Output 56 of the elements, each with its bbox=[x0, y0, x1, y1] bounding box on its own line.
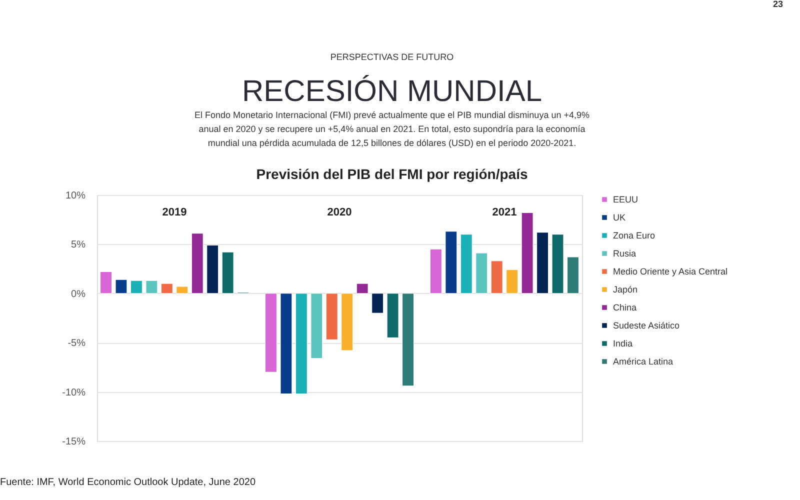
y-tick-label: 10% bbox=[65, 190, 86, 202]
bar bbox=[521, 212, 534, 294]
bar bbox=[130, 280, 142, 294]
legend-label: EEUU bbox=[613, 194, 638, 204]
legend-label: India bbox=[613, 338, 633, 348]
bar bbox=[430, 248, 442, 294]
text: mundial una pérdida acumulada de 12,5 billones de dólares (USD) en el periodo 2020-2021. bbox=[208, 138, 576, 148]
bar bbox=[310, 293, 323, 359]
y-tick-label: 0% bbox=[71, 288, 86, 300]
bar bbox=[506, 270, 518, 294]
bar bbox=[402, 293, 414, 386]
y-tick-label: -15% bbox=[62, 436, 86, 448]
bar bbox=[386, 293, 399, 338]
y-tick-label: -5% bbox=[68, 338, 86, 350]
bar bbox=[176, 286, 188, 294]
legend-label: Rusia bbox=[613, 248, 636, 258]
bar bbox=[222, 252, 234, 294]
text: RECESIÓN MUNDIAL bbox=[242, 74, 542, 108]
bar bbox=[341, 293, 354, 351]
bar bbox=[115, 279, 128, 294]
legend-label: Zona Euro bbox=[613, 230, 656, 240]
bar bbox=[490, 260, 503, 294]
bar bbox=[265, 293, 277, 372]
y-tick-label: -10% bbox=[62, 387, 86, 398]
bar bbox=[552, 234, 564, 294]
bar bbox=[536, 232, 548, 294]
text: anual en 2020 y se recupere un +5,4% anual en 2021. En total, esto supondría para la economía bbox=[198, 124, 586, 134]
text: 23 bbox=[772, 0, 784, 9]
bar bbox=[460, 234, 472, 294]
source-note: Fuente: IMF, World Economic Outlook Update, June 2020 bbox=[0, 477, 256, 488]
legend-label: Medio Oriente y Asia Central bbox=[613, 266, 728, 276]
bar bbox=[280, 293, 292, 394]
bar bbox=[372, 293, 384, 314]
legend-label: Japón bbox=[613, 284, 638, 294]
bar bbox=[146, 280, 158, 294]
chart-title: Previsión del PIB del FMI por región/país bbox=[256, 166, 528, 182]
bar bbox=[160, 283, 173, 294]
bar bbox=[476, 252, 488, 294]
bar bbox=[356, 283, 368, 294]
legend-label: América Latina bbox=[613, 356, 674, 366]
x-tick-label: 2019 bbox=[162, 206, 187, 218]
bar bbox=[295, 293, 308, 394]
x-tick-label: 2021 bbox=[492, 206, 517, 218]
text: El Fondo Monetario Internacional (FMI) prevé actualmente que el PIB mundial disminuya un +4,9% bbox=[194, 110, 590, 120]
text: PERSPECTIVAS DE FUTURO bbox=[330, 52, 454, 62]
legend-label: Sudeste Asiático bbox=[613, 320, 680, 330]
bar bbox=[206, 244, 219, 294]
x-tick-label: 2020 bbox=[327, 206, 352, 218]
bar bbox=[100, 272, 112, 294]
bar bbox=[191, 233, 204, 294]
legend-label: UK bbox=[613, 212, 626, 222]
bar bbox=[445, 231, 458, 294]
bar bbox=[567, 256, 579, 294]
bar bbox=[326, 293, 338, 340]
legend-label: China bbox=[613, 302, 637, 312]
y-tick-label: 5% bbox=[71, 240, 86, 251]
